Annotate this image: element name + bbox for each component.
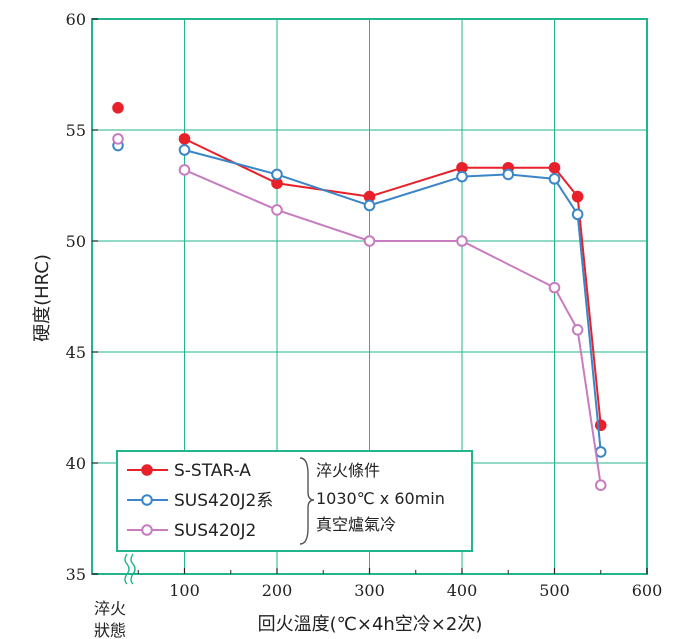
series-point bbox=[594, 479, 607, 492]
series-point bbox=[548, 161, 561, 174]
y-tick-label: 35 bbox=[66, 565, 86, 584]
axis-break-mark bbox=[130, 553, 136, 585]
series-point bbox=[271, 168, 283, 181]
x-tick-label: 400 bbox=[447, 581, 478, 600]
series-line bbox=[184, 149, 602, 452]
series-point bbox=[363, 199, 376, 212]
x-tick-label: 500 bbox=[539, 581, 570, 600]
x-tick-label: 100 bbox=[169, 581, 200, 600]
series-1 bbox=[112, 139, 607, 458]
x-axis-title: 回火溫度(℃×4h空冷×2次) bbox=[258, 614, 483, 635]
quench-condition-line-2: 真空爐氣冷 bbox=[316, 515, 396, 534]
series-layer bbox=[112, 102, 607, 492]
axis-break-marks bbox=[124, 553, 136, 585]
series-2 bbox=[112, 133, 607, 492]
series-point bbox=[594, 446, 607, 458]
series-point bbox=[571, 190, 584, 203]
series-point bbox=[456, 170, 468, 183]
series-point bbox=[456, 235, 468, 247]
y-tick-label: 45 bbox=[66, 343, 86, 362]
y-tick-label: 50 bbox=[66, 232, 86, 251]
series-point bbox=[178, 164, 191, 176]
series-point bbox=[571, 324, 584, 336]
y-axis-title: 硬度(HRC) bbox=[32, 254, 53, 342]
legend-label: S-STAR-A bbox=[174, 461, 251, 481]
legend-marker bbox=[141, 464, 153, 476]
series-line bbox=[184, 169, 602, 486]
y-tick-label: 60 bbox=[66, 10, 86, 29]
series-point bbox=[548, 281, 561, 294]
x-tick-label: 200 bbox=[262, 581, 293, 600]
quenched-label-line-1: 淬火 bbox=[94, 599, 126, 618]
x-tick-label: 600 bbox=[632, 581, 663, 600]
axis-ticks: 35 40 45 50 55 60 100 200 300 400 500 600 bbox=[66, 10, 663, 600]
as-quenched-point bbox=[112, 102, 124, 114]
legend-label: SUS420J2 bbox=[174, 521, 256, 541]
legend: S-STAR-A SUS420J2系 SUS420J2 淬火條件 1030℃ x 6… bbox=[116, 450, 473, 552]
x-tick-label: 300 bbox=[354, 581, 385, 600]
series-point bbox=[502, 168, 515, 181]
y-tick-label: 55 bbox=[66, 121, 86, 140]
legend-marker bbox=[141, 524, 153, 536]
series-point bbox=[178, 133, 191, 145]
legend-box bbox=[116, 450, 473, 552]
legend-label: SUS420J2系 bbox=[174, 491, 273, 511]
series-point bbox=[178, 144, 191, 156]
series-point bbox=[548, 173, 561, 185]
legend-marker bbox=[141, 494, 153, 506]
axis-break-mark bbox=[124, 553, 130, 585]
as-quenched-point bbox=[112, 133, 124, 145]
series-line bbox=[184, 137, 602, 426]
legend-brace bbox=[299, 457, 315, 545]
series-point bbox=[571, 208, 584, 221]
quenched-label-line-2: 狀態 bbox=[94, 621, 126, 639]
series-point bbox=[271, 204, 283, 216]
quench-condition-title: 淬火條件 bbox=[316, 461, 380, 480]
series-point bbox=[363, 235, 376, 247]
quench-condition-line-1: 1030℃ x 60min bbox=[316, 489, 445, 508]
series-0 bbox=[112, 102, 607, 432]
y-tick-label: 40 bbox=[66, 454, 86, 473]
